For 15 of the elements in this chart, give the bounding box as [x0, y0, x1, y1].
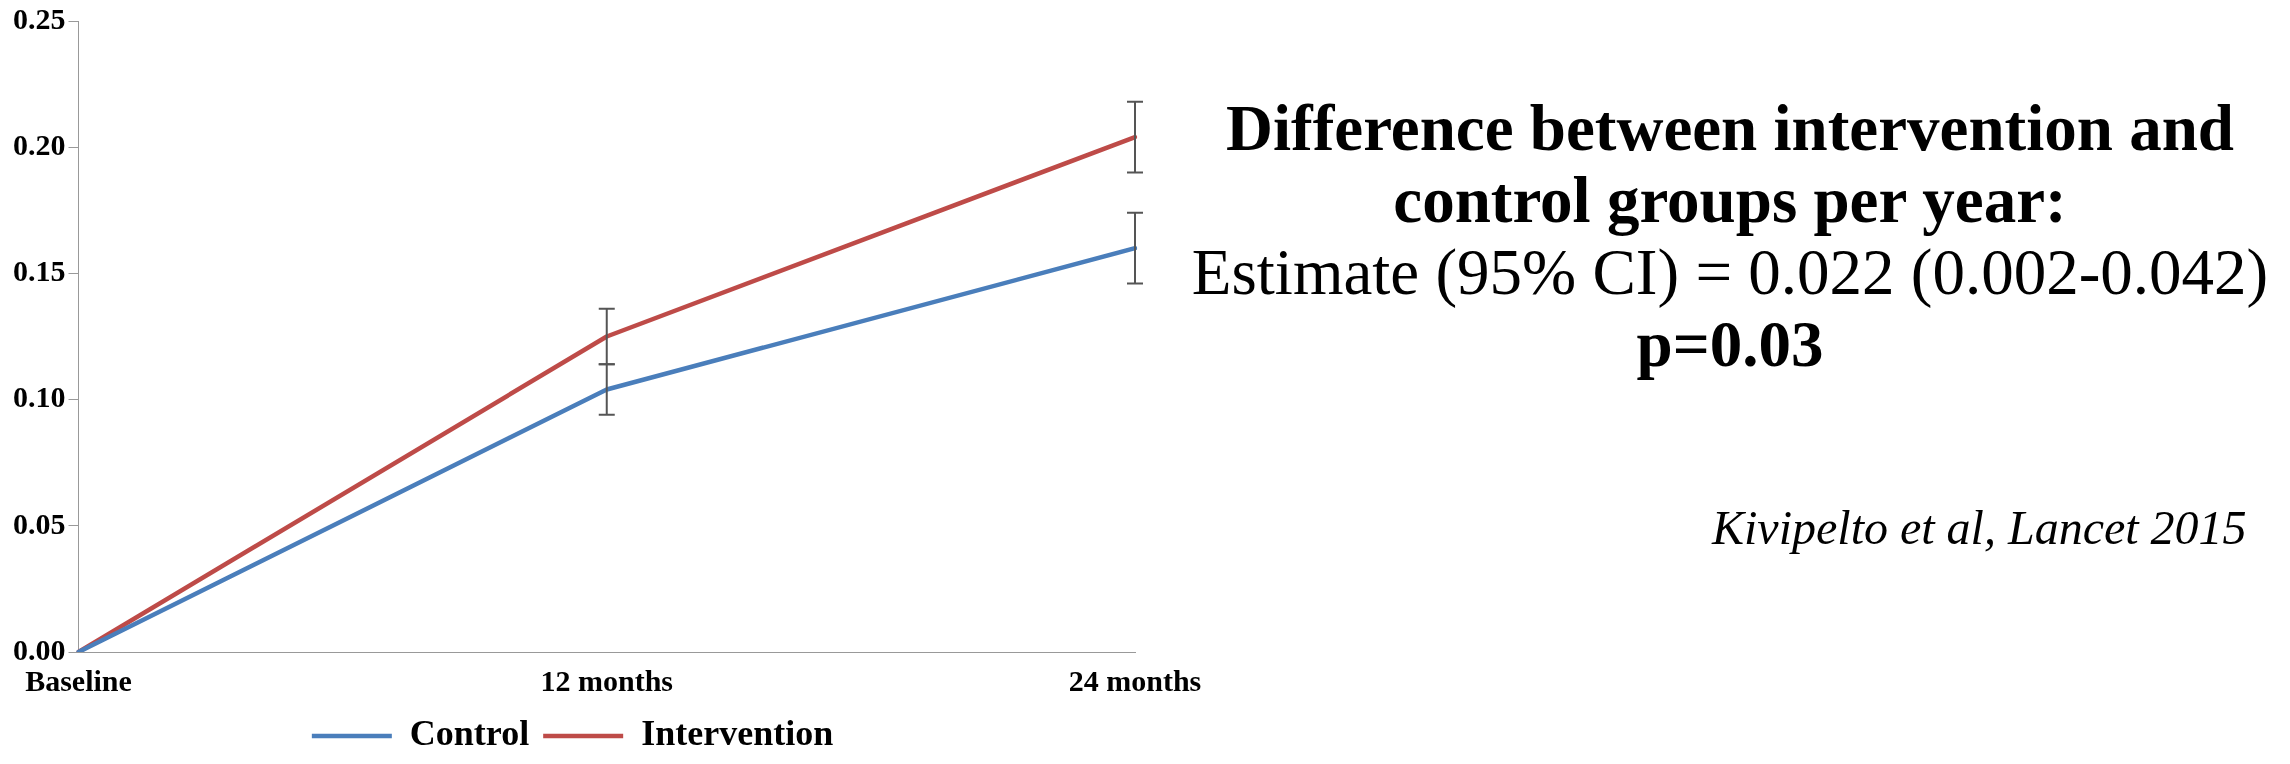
text: p=0.03 [1635, 308, 1825, 380]
x-tick-label: Baseline [25, 663, 132, 697]
y-tick-label: 0.20 [13, 127, 66, 161]
text: Difference between intervention and control groups per year: [1225, 92, 2235, 236]
x-tick-label: 12 months [540, 663, 674, 697]
y-tick-label: 0.25 [13, 1, 66, 35]
legend-label: Intervention [641, 713, 834, 754]
text: Kivipelto et al, Lancet 2015 [1712, 500, 2247, 555]
text: Estimate (95% CI) = 0.022 (0.002-0.042) [1190, 236, 2270, 308]
y-tick-label: 0.15 [13, 254, 66, 288]
y-tick-label: 0.05 [13, 506, 66, 540]
y-tick-label: 0.10 [13, 380, 66, 414]
x-tick-label: 24 months [1068, 663, 1202, 697]
y-tick-label: 0.00 [13, 632, 66, 666]
legend-label: Control [409, 713, 530, 754]
